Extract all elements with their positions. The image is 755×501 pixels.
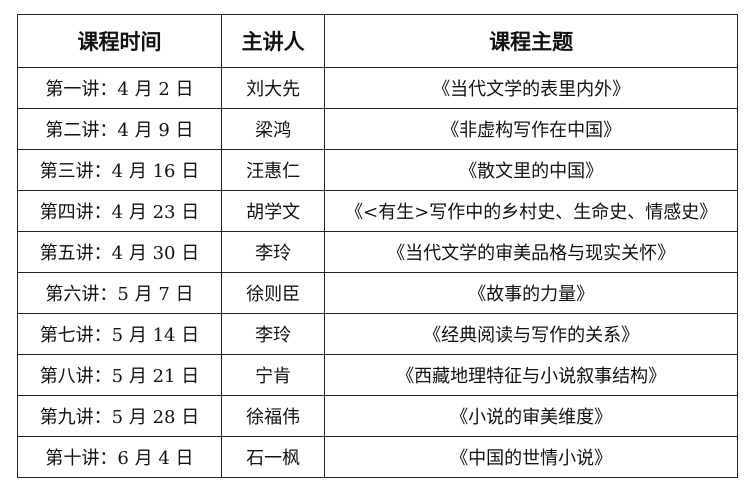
header-course-time: 课程时间 <box>17 14 222 68</box>
course-time-cell: 第十讲：6 月 4 日 <box>17 436 222 478</box>
table-row: 第三讲：4 月 16 日汪惠仁 《散文里的中国》 <box>17 149 738 191</box>
course-topic-cell: 《当代文学的表里内外》 <box>324 67 738 109</box>
table-row: 第六讲：5 月 7 日徐则臣 《故事的力量》 <box>17 272 738 314</box>
course-topic-cell: 《<有生>写作中的乡村史、生命史、情感史》 <box>324 190 738 232</box>
table-row: 第七讲：5 月 14 日李玲 《经典阅读与写作的关系》 <box>17 313 738 355</box>
course-time-cell: 第八讲：5 月 21 日 <box>17 354 222 396</box>
course-time-cell: 第五讲：4 月 30 日 <box>17 231 222 273</box>
course-topic-cell: 《中国的世情小说》 <box>324 436 738 478</box>
table-row: 第九讲：5 月 28 日徐福伟 《小说的审美维度》 <box>17 395 738 437</box>
course-topic-cell: 《当代文学的审美品格与现实关怀》 <box>324 231 738 273</box>
speaker-cell: 刘大先 <box>220 67 326 109</box>
speaker-cell: 石一枫 <box>220 436 326 478</box>
course-topic-cell: 《非虚构写作在中国》 <box>324 108 738 150</box>
speaker-cell: 李玲 <box>220 313 326 355</box>
table-row: 第四讲：4 月 23 日胡学文 《<有生>写作中的乡村史、生命史、情感史》 <box>17 190 738 232</box>
course-topic-cell: 《散文里的中国》 <box>324 149 738 191</box>
speaker-cell: 宁肯 <box>220 354 326 396</box>
speaker-cell: 汪惠仁 <box>220 149 326 191</box>
table-body: 第一讲：4 月 2 日刘大先 《当代文学的表里内外》 第二讲：4 月 9 日梁鸿 《非… <box>17 67 738 478</box>
speaker-cell: 徐则臣 <box>220 272 326 314</box>
course-topic-cell: 《故事的力量》 <box>324 272 738 314</box>
course-time-cell: 第二讲：4 月 9 日 <box>17 108 222 150</box>
course-time-cell: 第七讲：5 月 14 日 <box>17 313 222 355</box>
course-topic-cell: 《经典阅读与写作的关系》 <box>324 313 738 355</box>
course-time-cell: 第六讲：5 月 7 日 <box>17 272 222 314</box>
course-time-cell: 第三讲：4 月 16 日 <box>17 149 222 191</box>
course-topic-cell: 《小说的审美维度》 <box>324 395 738 437</box>
speaker-cell: 徐福伟 <box>220 395 326 437</box>
speaker-cell: 李玲 <box>220 231 326 273</box>
table-header-row: 课程时间 主讲人 课程主题 <box>17 14 738 68</box>
table-row: 第十讲：6 月 4 日石一枫 《中国的世情小说》 <box>17 436 738 478</box>
speaker-cell: 梁鸿 <box>220 108 326 150</box>
header-speaker: 主讲人 <box>220 14 326 68</box>
table-row: 第八讲：5 月 21 日宁肯 《西藏地理特征与小说叙事结构》 <box>17 354 738 396</box>
course-time-cell: 第九讲：5 月 28 日 <box>17 395 222 437</box>
table-row: 第五讲：4 月 30 日李玲 《当代文学的审美品格与现实关怀》 <box>17 231 738 273</box>
course-time-cell: 第一讲：4 月 2 日 <box>17 67 222 109</box>
course-time-cell: 第四讲：4 月 23 日 <box>17 190 222 232</box>
course-schedule-table: 课程时间 主讲人 课程主题 第一讲：4 月 2 日刘大先 《当代文学的表里内外》第… <box>17 14 738 478</box>
speaker-cell: 胡学文 <box>220 190 326 232</box>
table-row: 第一讲：4 月 2 日刘大先 《当代文学的表里内外》 <box>17 67 738 109</box>
course-topic-cell: 《西藏地理特征与小说叙事结构》 <box>324 354 738 396</box>
table-row: 第二讲：4 月 9 日梁鸿 《非虚构写作在中国》 <box>17 108 738 150</box>
header-course-topic: 课程主题 <box>324 14 738 68</box>
